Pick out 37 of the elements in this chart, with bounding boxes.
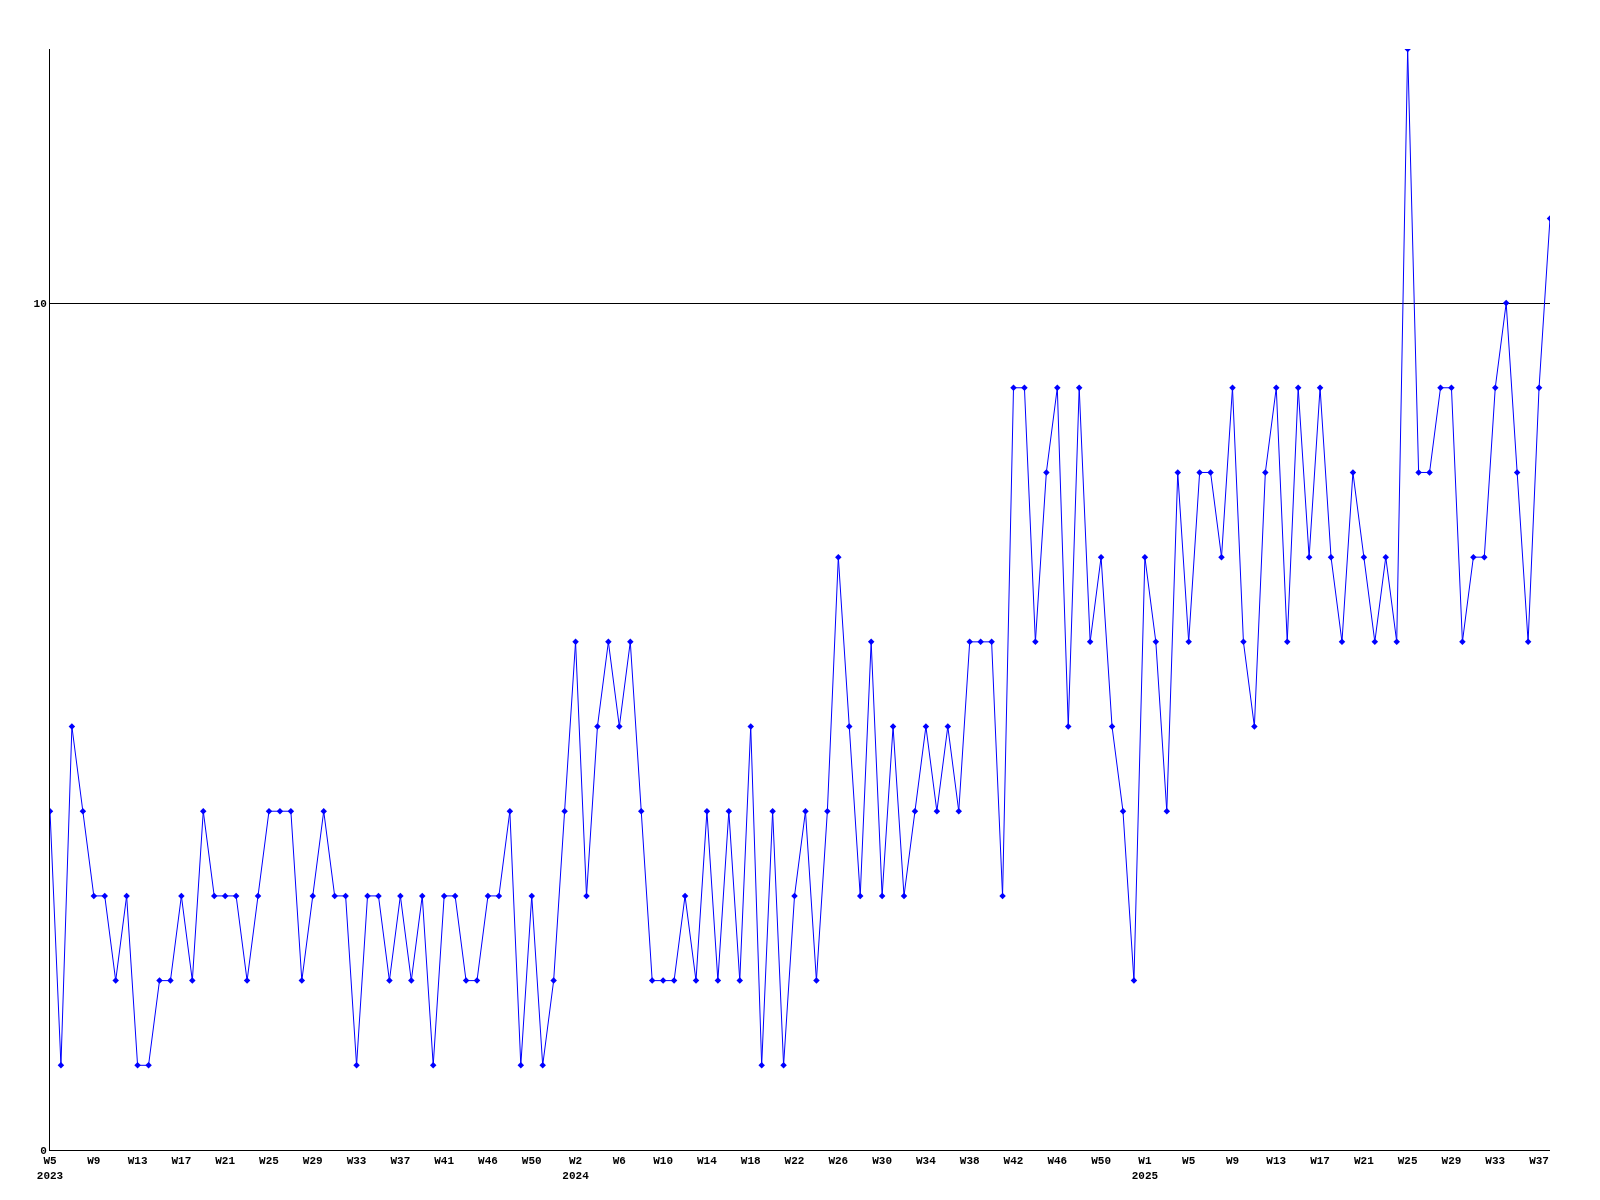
x-tick-label: W13 bbox=[1266, 1155, 1287, 1168]
x-tick-label: W46 bbox=[1047, 1155, 1068, 1168]
x-tick-label: W17 bbox=[1310, 1155, 1330, 1168]
x-tick-label: W30 bbox=[872, 1155, 893, 1168]
x-tick-label: W26 bbox=[828, 1155, 849, 1168]
x-tick-label: W10 bbox=[653, 1155, 674, 1168]
x-tick-label: W25 bbox=[259, 1155, 280, 1168]
x-tick-label: W22 bbox=[784, 1155, 805, 1168]
x-tick-label: W38 bbox=[959, 1155, 981, 1168]
x-tick-label: W29 bbox=[302, 1155, 323, 1168]
x-tick-label: W33 bbox=[346, 1155, 367, 1168]
x-tick-label: W34 bbox=[916, 1155, 937, 1168]
x-tick-label: W29 bbox=[1441, 1155, 1462, 1168]
y-tick-label: 10 bbox=[33, 297, 47, 310]
x-tick-label: W50 bbox=[521, 1155, 542, 1168]
x-tick-label: W41 bbox=[434, 1155, 455, 1168]
x-tick-label: W46 bbox=[478, 1155, 498, 1168]
x-tick-label: W2 2024 bbox=[562, 1155, 590, 1182]
x-tick-label: W37 bbox=[1529, 1155, 1549, 1168]
x-tick-label: W9 bbox=[87, 1155, 101, 1168]
x-tick-label: W14 bbox=[697, 1155, 718, 1168]
x-tick-label: W13 bbox=[127, 1155, 148, 1168]
x-tick-label: W6 bbox=[612, 1155, 626, 1168]
x-tick-label: W1 2025 bbox=[1131, 1155, 1159, 1182]
x-tick-label: W25 bbox=[1397, 1155, 1418, 1168]
x-tick-label: W18 bbox=[740, 1155, 762, 1168]
x-tick-label: W5 bbox=[1182, 1155, 1196, 1168]
x-tick-label: W33 bbox=[1485, 1155, 1506, 1168]
y-tick-label: 0 bbox=[40, 1144, 47, 1157]
x-tick-label: W5 2023 bbox=[36, 1155, 64, 1182]
x-tick-label: W17 bbox=[171, 1155, 192, 1168]
x-tick-label: W21 bbox=[215, 1155, 236, 1168]
x-tick-label: W50 bbox=[1091, 1155, 1111, 1168]
x-tick-label: W9 bbox=[1225, 1155, 1240, 1168]
x-tick-label: W42 bbox=[1003, 1155, 1024, 1168]
x-tick-label: W21 bbox=[1353, 1155, 1375, 1168]
x-tick-label: W37 bbox=[390, 1155, 411, 1168]
